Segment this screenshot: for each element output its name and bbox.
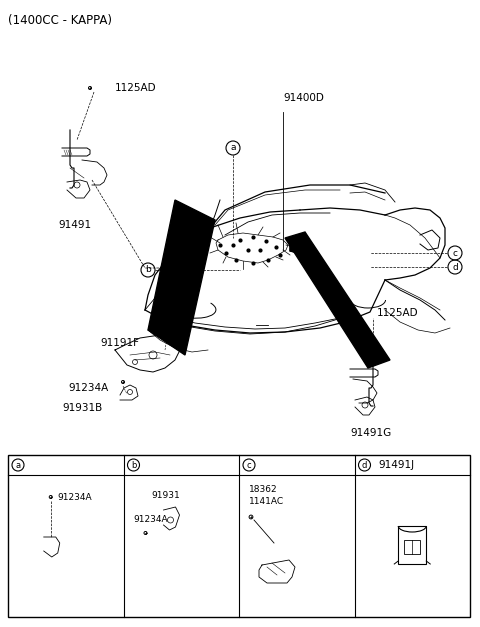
- Text: 91234A: 91234A: [133, 515, 168, 525]
- Text: d: d: [362, 460, 367, 470]
- Polygon shape: [290, 241, 304, 253]
- Text: 91491G: 91491G: [350, 428, 391, 438]
- Polygon shape: [148, 200, 215, 355]
- Text: 91931B: 91931B: [62, 403, 102, 413]
- Text: c: c: [453, 248, 457, 258]
- Text: 91931: 91931: [152, 490, 180, 500]
- Bar: [8, 455, 470, 617]
- Text: (1400CC - KAPPA): (1400CC - KAPPA): [8, 14, 112, 27]
- Text: 91491: 91491: [58, 220, 91, 230]
- Polygon shape: [285, 232, 390, 368]
- Bar: [404, 540, 420, 554]
- Text: 91400D: 91400D: [283, 93, 324, 103]
- Text: 91191F: 91191F: [100, 338, 139, 348]
- Text: a: a: [15, 460, 21, 470]
- Text: 1125AD: 1125AD: [377, 308, 419, 318]
- Text: 18362: 18362: [249, 485, 277, 495]
- Text: 91491J: 91491J: [379, 460, 415, 470]
- Text: a: a: [230, 144, 236, 152]
- Text: 1141AC: 1141AC: [249, 497, 284, 505]
- Text: 91234A: 91234A: [68, 383, 108, 393]
- Bar: [398, 526, 426, 564]
- Text: 1125AD: 1125AD: [115, 83, 156, 93]
- Text: 91234A: 91234A: [58, 492, 92, 502]
- Text: b: b: [145, 265, 151, 275]
- Text: d: d: [452, 263, 458, 271]
- Text: c: c: [247, 460, 252, 470]
- Text: b: b: [131, 460, 136, 470]
